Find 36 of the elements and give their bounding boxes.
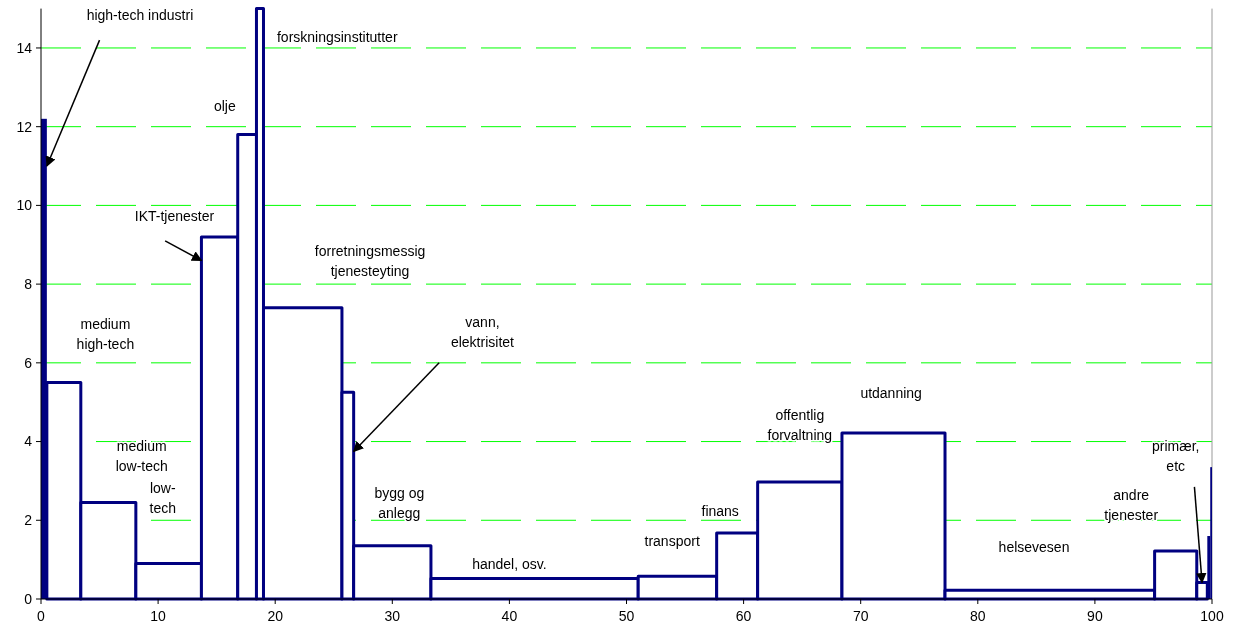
y-tick-label: 8 <box>24 276 33 293</box>
annotation: finans <box>701 503 739 520</box>
annotation: handel, osv. <box>472 556 547 573</box>
x-tick-label: 10 <box>150 608 167 624</box>
annotation: olje <box>213 97 236 114</box>
annotation: forskningsinstitutter <box>276 29 398 46</box>
y-tick-label: 10 <box>16 197 33 214</box>
annotation: vann, elektrisitet <box>450 314 515 351</box>
x-tick-label: 40 <box>501 608 518 624</box>
x-tick-label: 20 <box>267 608 284 624</box>
y-tick-label: 2 <box>24 512 33 529</box>
y-tick-label: 0 <box>24 590 33 607</box>
x-tick-label: 30 <box>384 608 401 624</box>
annotation: primær, etc <box>1151 438 1200 475</box>
annotation: forretningsmessig tjenesteyting <box>314 243 426 280</box>
annotation: andre tjenester <box>1104 487 1159 524</box>
annotation: medium high-tech <box>76 316 135 353</box>
y-tick-label: 4 <box>24 433 33 450</box>
annotation: utdanning <box>860 385 922 402</box>
annotation: bygg og anlegg <box>374 485 425 522</box>
x-tick-label: 0 <box>37 608 46 624</box>
x-tick-label: 100 <box>1200 608 1224 624</box>
y-tick-label: 14 <box>16 39 33 56</box>
y-tick-label: 6 <box>24 354 33 371</box>
x-tick-label: 70 <box>852 608 869 624</box>
annotation: transport <box>644 532 700 549</box>
annotation: IKT-tjenester <box>134 208 215 225</box>
x-tick-label: 50 <box>618 608 635 624</box>
annotation: helsevesen <box>998 538 1070 555</box>
x-tick-label: 80 <box>970 608 986 624</box>
x-tick-label: 90 <box>1087 608 1103 624</box>
annotation: offentlig forvaltning <box>767 406 833 443</box>
annotation: low- tech <box>149 479 177 516</box>
annotation: high-tech industri <box>86 7 194 24</box>
x-tick-label: 60 <box>735 608 752 624</box>
y-tick-label: 12 <box>16 118 33 135</box>
